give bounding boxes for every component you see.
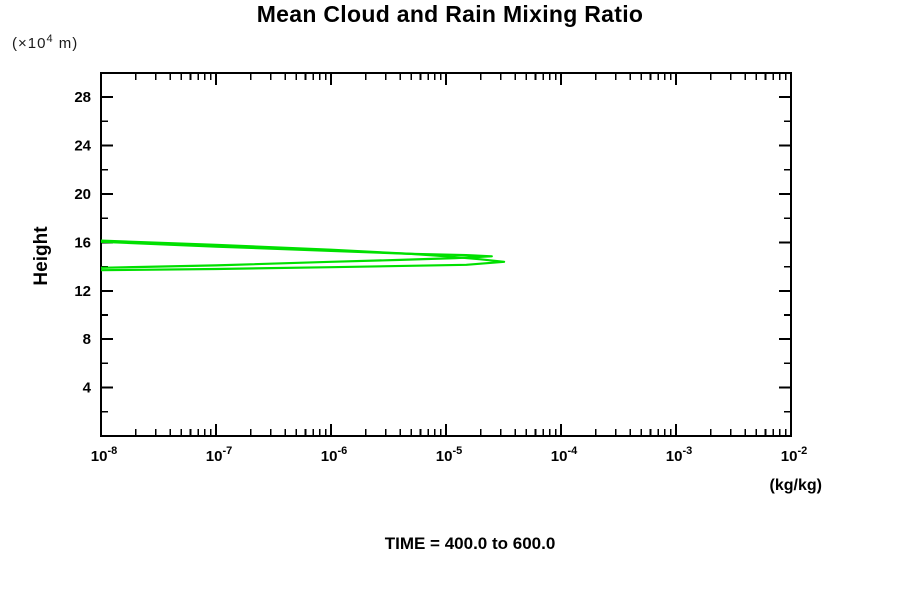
axis-major-ticks xyxy=(100,73,792,436)
axis-minor-ticks xyxy=(101,73,791,436)
y-axis-tick-label: 12 xyxy=(74,283,91,300)
x-axis-tick-label: 10-8 xyxy=(91,445,117,465)
x-axis-tick-label: 10-2 xyxy=(781,445,807,465)
x-axis-tick-label: 10-7 xyxy=(206,445,232,465)
y-axis-tick-label: 8 xyxy=(83,331,91,348)
y-axis-tick-label: 28 xyxy=(74,89,91,106)
y-axis-tick-label: 24 xyxy=(74,138,91,155)
chart-title: Mean Cloud and Rain Mixing Ratio xyxy=(256,1,644,27)
y-axis-unit-label: (×104 m) xyxy=(12,33,78,52)
y-axis-tick-label: 4 xyxy=(83,380,92,397)
y-axis-tick-label: 20 xyxy=(74,186,91,203)
y-unit-suffix: m) xyxy=(53,35,79,52)
x-axis-tick-label: 10-5 xyxy=(436,445,462,465)
y-axis-tick-label: 16 xyxy=(74,234,91,251)
x-axis-unit-label: (kg/kg) xyxy=(769,477,822,494)
series-rain-line xyxy=(100,239,506,272)
x-axis-tick-label: 10-3 xyxy=(666,445,692,465)
y-unit-exponent: 4 xyxy=(46,33,54,45)
x-axis-tick-label: 10-6 xyxy=(321,445,347,465)
series-cloud-line xyxy=(100,240,493,269)
time-caption: TIME = 400.0 to 600.0 xyxy=(384,534,556,553)
x-axis-tick-label: 10-4 xyxy=(551,445,578,465)
y-unit-prefix: (×10 xyxy=(12,35,47,52)
